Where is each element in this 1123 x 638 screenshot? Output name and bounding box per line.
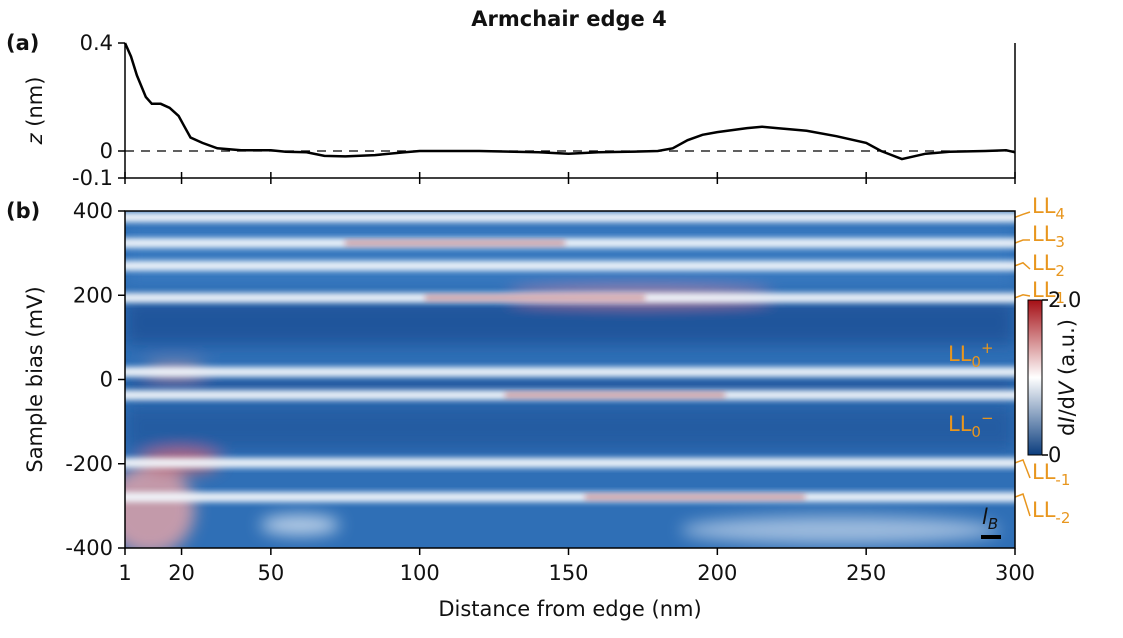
y-tick-label: -200 [65,452,113,476]
level-label-sub: 3 [1055,233,1065,251]
line [123,42,1016,161]
level-label-sup: + [981,339,994,357]
level-label-base: LL [1032,194,1056,218]
y-tick-label: 0 [100,368,113,392]
y-tick-label: 0 [100,139,113,163]
level-leader [1014,211,1031,219]
level-label-sub: -2 [1055,509,1070,527]
x-tick-label: 20 [168,561,195,585]
colorbar-label: dI/dV (a.u.) [1055,319,1079,436]
colorbar-label-part: V [1055,380,1079,396]
y-axis-label: Sample bias (mV) [23,286,47,472]
level-label: LL3 [1032,222,1065,251]
level-label-base: LL [1032,498,1056,522]
level-label: LL2 [1032,251,1065,280]
level-leader [1014,294,1031,299]
level-band [125,238,1015,249]
x-tick-label: 200 [697,561,737,585]
heatmap-levels [125,212,1015,503]
level-label: LL4 [1032,194,1065,223]
y-tick-label: 400 [73,199,113,223]
y-axis-label-part: (nm) [23,77,47,134]
axis-frame [124,43,1016,179]
level-label: LL-2 [1032,498,1070,527]
level-label-sub: 1 [1055,289,1065,307]
scale-bar-sub: B [988,515,998,533]
x-axis-label: Distance from edge (nm) [438,597,701,621]
y-tick-label: 200 [73,283,113,307]
level-label-sup: − [981,409,994,427]
y-tick-label: -400 [65,536,113,560]
level-leader [1014,458,1031,479]
scale-bar-label: lB [982,505,998,533]
x-tick-label: 100 [400,561,440,585]
colorbar-label-part: /d [1055,396,1079,416]
level-band [125,492,1015,503]
level-highlight [345,240,565,247]
level-label-sub: 2 [1055,262,1065,280]
panel-label: (a) [6,31,39,55]
scale-bar-symbol: l [982,505,988,529]
colorbar-label-part: I [1055,416,1079,422]
y-tick-label: -0.1 [72,166,113,190]
level-label-sub: -1 [1055,471,1070,489]
title: Armchair edge 4 [471,7,666,31]
level-label-base: LL [948,342,972,366]
colorbar-label-part: (a.u.) [1055,319,1079,382]
colorbar-tick-label: 0 [1048,443,1061,467]
level-band [125,366,1015,377]
level-label-sub: 4 [1055,205,1065,223]
level-label-sub: 0 [971,423,981,441]
x-tick-label: 50 [257,561,284,585]
level-label: LL0+ [948,339,994,371]
level-leader [1014,239,1031,244]
level-band [125,260,1015,271]
x-tick-label: 1 [118,561,131,585]
level-label: LL-1 [1032,460,1070,489]
level-label-base: LL [1032,460,1056,484]
level-label-base: LL [948,412,972,436]
x-tick-label: 150 [548,561,588,585]
level-highlight [425,294,645,301]
level-label-base: LL [1032,251,1056,275]
level-band [125,212,1015,223]
colorbar [1027,299,1043,456]
level-label: LL1 [1032,278,1065,307]
y-tick-label: 0.4 [80,31,113,55]
x-tick-label: 300 [995,561,1035,585]
level-leader [1014,493,1031,517]
y-axis-label-part: z [23,132,47,145]
level-label: LL0− [948,409,994,441]
y-axis-label: z (nm) [23,77,47,146]
level-leader [1014,261,1031,270]
level-highlight [585,494,805,501]
colorbar-label-part: d [1055,423,1079,436]
level-label-base: LL [1032,222,1056,246]
level-label-base: LL [1032,278,1056,302]
x-tick-label: 250 [846,561,886,585]
level-highlight [505,392,725,399]
level-label-sub: 0 [971,353,981,371]
level-band [125,457,1015,468]
panel-label: (b) [6,199,40,223]
colorbar-tick-label: 2.0 [1048,288,1081,312]
